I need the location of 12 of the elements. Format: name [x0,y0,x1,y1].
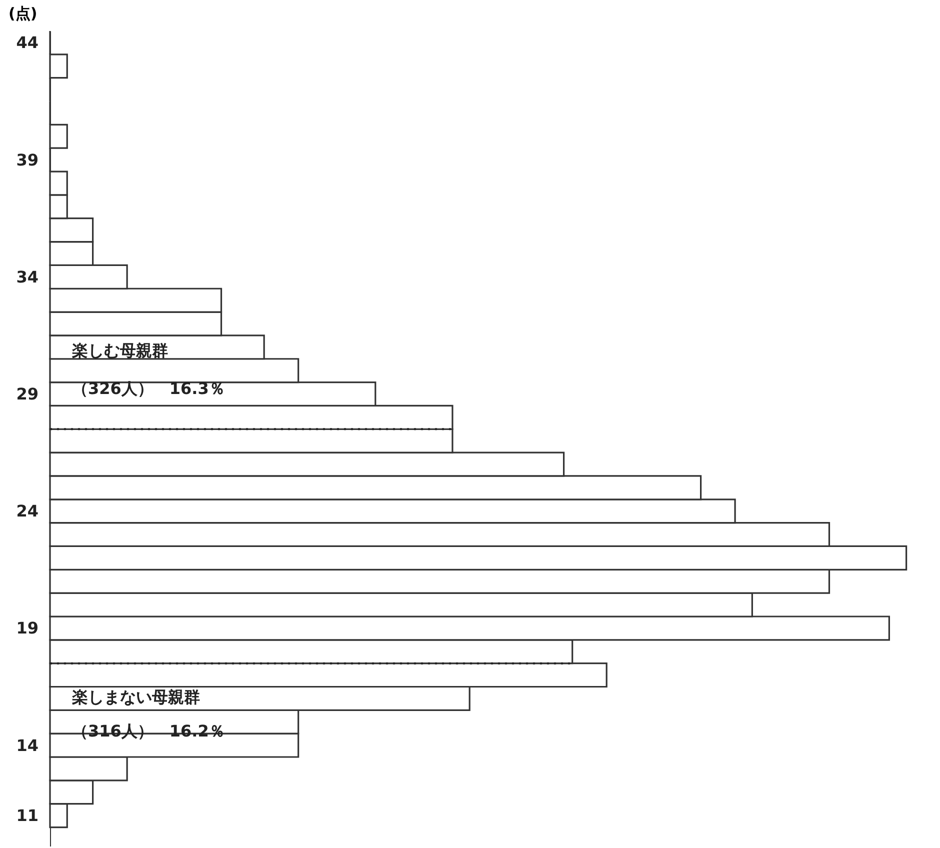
y-tick-label: 24 [16,502,38,521]
annotation: 楽しまない母親群 [71,687,200,706]
y-tick-label: 39 [16,150,38,170]
y-tick-label: 34 [16,267,38,286]
annotation: 楽しむ母親群 [71,341,168,360]
annotation: （326人） 16.3％ [72,379,225,398]
y-tick-label: 19 [16,618,38,638]
y-tick-label: 11 [16,806,38,826]
y-tick-label: 44 [16,33,38,52]
y-tick-label: 14 [16,736,38,755]
y-tick-label: 29 [16,384,38,404]
y-axis-title: (点) [8,4,38,22]
